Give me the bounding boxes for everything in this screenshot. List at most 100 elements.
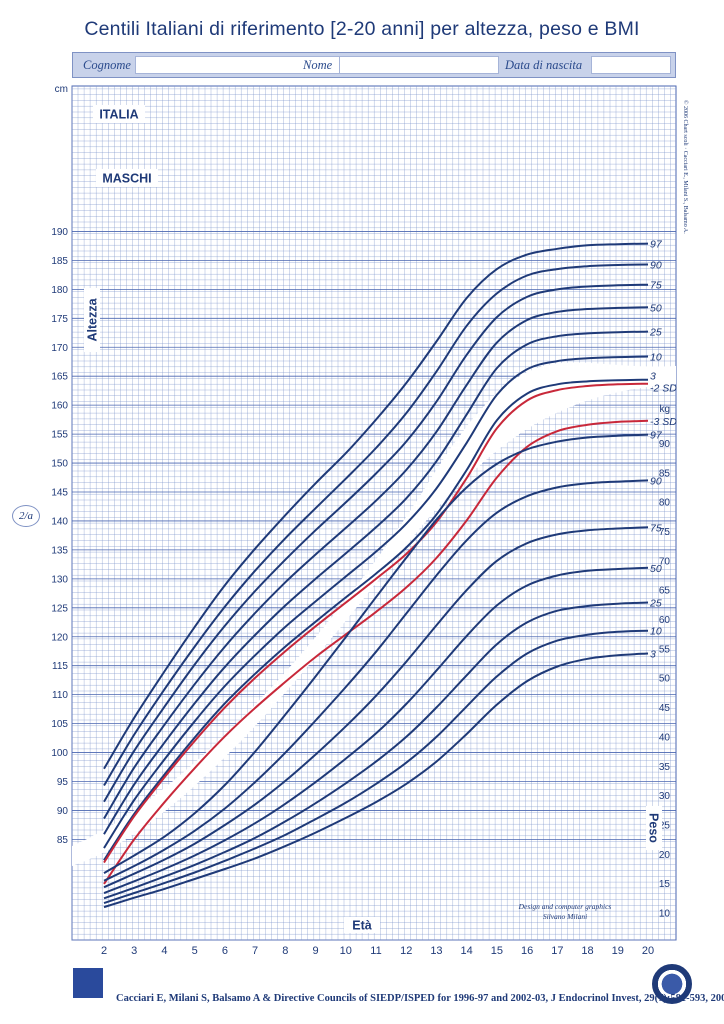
age-tick-label: 3 [131,945,137,957]
height-series-label: 25 [649,327,662,339]
age-tick-label: 17 [551,945,563,957]
weight-tick-label: 80 [659,498,671,509]
svg-text:Età: Età [352,919,372,933]
weight-tick-label: 20 [659,850,671,861]
age-axis-title: Età [344,917,380,933]
separator-band [72,362,676,866]
height-tick-label: 140 [51,516,68,527]
birth-date-input[interactable] [591,56,671,74]
weight-tick-label: 55 [659,644,671,655]
height-tick-label: 110 [52,690,68,701]
weight-tick-label: 25 [659,820,671,831]
weight-unit-label: kg [659,404,670,415]
height-tick-label: 190 [51,227,68,238]
weight-curve-90 [103,479,649,882]
weight-curve-97 [103,433,649,874]
copyright-note: © 2006 Chart scoli · Cacciari E., Milani… [676,100,690,260]
height-curve-minus2SD [103,382,649,864]
design-credit: Design and computer graphics Silvano Mil… [518,902,612,921]
age-tick-label: 12 [400,945,412,957]
svg-text:Altezza: Altezza [86,297,100,341]
height-tick-label: 120 [51,632,68,643]
height-tick-label: 125 [51,603,68,614]
society-seal-icon [652,964,692,1004]
height-tick-label: 165 [51,372,68,383]
height-curve-75 [103,283,649,803]
weight-tick-label: 10 [659,909,671,920]
weight-tick-label: 45 [659,703,671,714]
chart-title: Centili Italiani di riferimento [2-20 an… [84,18,640,40]
name-input[interactable] [339,56,499,74]
citation-footer: Cacciari E, Milani S, Balsamo A & Direct… [116,993,724,1004]
weight-series-label: 10 [650,626,662,638]
age-tick-label: 10 [340,945,352,957]
svg-text:ITALIA: ITALIA [99,108,138,122]
chart-code-badge: 2/a [12,505,40,527]
height-tick-label: 105 [51,719,68,730]
weight-tick-label: 70 [659,556,671,567]
height-series-label: 97 [650,239,663,251]
height-tick-label: 90 [57,806,69,817]
weight-curve-25 [103,601,649,900]
weight-series-label: 3 [650,649,656,661]
weight-tick-label: 90 [659,439,671,450]
age-tick-label: 4 [161,945,167,957]
height-series-label: 50 [650,302,662,314]
height-tick-label: 85 [57,835,69,846]
height-curve-50 [103,306,649,820]
weight-series-label: 50 [650,563,662,575]
height-tick-label: 150 [51,459,68,470]
height-series-label: -3 SD [650,416,677,428]
height-tick-label: 115 [52,661,68,672]
height-curve-90 [103,263,649,787]
height-tick-label: 145 [51,488,68,499]
weight-tick-label: 60 [659,615,671,626]
weight-tick-label: 30 [659,791,671,802]
weight-tick-label: 85 [659,468,671,479]
height-axis-title: Altezza [84,288,100,352]
weight-tick-label: 15 [659,879,671,890]
weight-curve-10 [103,629,649,904]
age-tick-label: 16 [521,945,533,957]
height-curve-97 [103,242,649,770]
siedp-logo-icon [73,968,103,998]
weight-axis-title: Peso [646,806,662,850]
age-tick-label: 14 [461,945,473,957]
country-tag: ITALIA [93,105,145,123]
height-curve-minus3SD [103,419,649,885]
weight-tick-label: 35 [659,762,671,773]
height-tick-label: 175 [51,314,68,325]
svg-text:Peso: Peso [647,813,661,843]
sex-tag: MASCHI [96,169,158,187]
age-tick-label: 2 [101,945,107,957]
weight-series-label: 90 [650,475,662,487]
birth-label: Data di nascita [505,58,583,72]
height-tick-label: 180 [51,285,68,296]
age-tick-label: 11 [370,945,381,957]
age-tick-label: 7 [252,945,258,957]
weight-series-label: 25 [649,597,662,609]
height-tick-label: 130 [51,574,68,585]
height-tick-label: 95 [57,777,69,788]
age-tick-label: 8 [282,945,288,957]
age-tick-label: 18 [581,945,593,957]
age-tick-label: 9 [312,945,318,957]
weight-tick-label: 50 [659,674,671,685]
age-tick-label: 19 [612,945,624,957]
surname-label: Cognome [83,58,131,72]
height-tick-label: 185 [51,256,68,267]
svg-text:MASCHI: MASCHI [102,172,151,186]
height-series-label: 75 [650,280,662,292]
patient-form: Cognome Nome Data di nascita [72,52,676,78]
height-tick-label: 100 [51,748,68,759]
height-series-label: -2 SD [650,383,677,395]
height-tick-label: 170 [51,343,68,354]
height-tick-label: 160 [51,401,68,412]
height-curve-3 [103,378,649,861]
weight-tick-label: 40 [659,732,671,743]
copyright-text: © 2006 Chart scoli · Cacciari E., Milani… [682,100,688,234]
weight-series-label: 97 [650,430,663,442]
weight-curve-75 [103,526,649,889]
weight-tick-label: 75 [659,527,671,538]
